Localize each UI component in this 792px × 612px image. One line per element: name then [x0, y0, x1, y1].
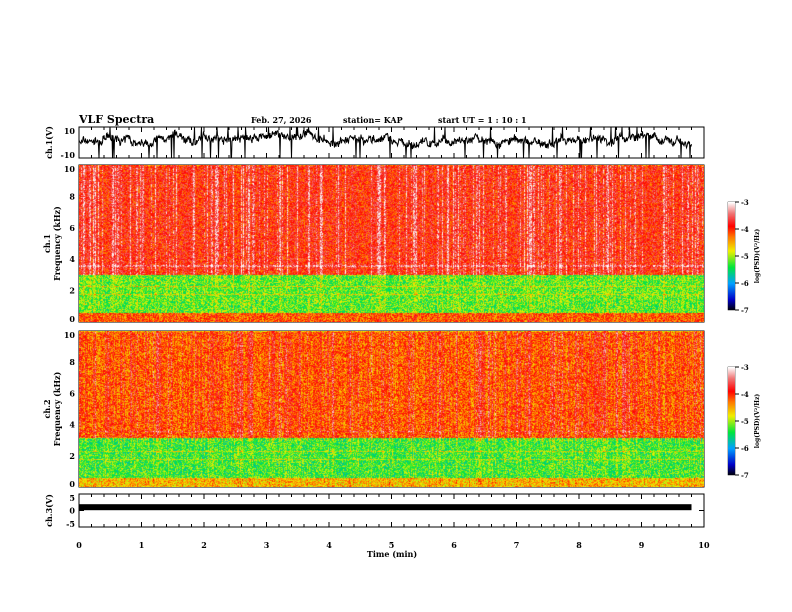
y-tick-label: 6	[69, 388, 75, 398]
y-tick-label: -10	[61, 150, 76, 160]
y-tick-label: -5	[66, 519, 75, 529]
colorbar-tick-label: -3	[741, 363, 749, 372]
y-axis-label-3: ch.2 Frequency (kHz)	[42, 371, 62, 446]
x-tick-label: 4	[326, 540, 332, 550]
y-tick-label: 10	[64, 330, 76, 340]
y-tick-label: 0	[69, 479, 75, 489]
x-tick-label: 9	[639, 540, 645, 550]
figure-title: VLF Spectra	[78, 113, 154, 126]
y-tick-label: 6	[69, 223, 75, 233]
x-tick-label: 5	[389, 540, 395, 550]
y-axis-label-2: ch.1 Frequency (kHz)	[42, 206, 62, 281]
y-tick-label: 4	[69, 420, 75, 430]
start-ut-label: start UT = 1 : 10 : 1	[438, 115, 527, 125]
y-tick-label: 0	[69, 314, 75, 324]
x-tick-label: 6	[451, 540, 457, 550]
ch1-colorbar	[728, 202, 735, 310]
y-axis-label-text: ch.1(V)	[44, 126, 54, 159]
y-tick-label: 2	[69, 451, 75, 461]
y-tick-label: 2	[69, 286, 75, 296]
x-tick-label: 10	[698, 540, 710, 550]
y-axis-label-text: Frequency (kHz)	[52, 371, 62, 446]
y-axis-label-text: ch.3(V)	[44, 494, 54, 527]
colorbar-tick-label: -4	[741, 390, 749, 399]
y-tick-label: 8	[69, 357, 75, 367]
y-tick-label: 10	[64, 164, 76, 174]
y-tick-label: 4	[69, 254, 75, 264]
colorbar-tick-label: -7	[741, 471, 749, 480]
x-tick-label: 8	[576, 540, 582, 550]
colorbar-tick-label: -6	[741, 279, 749, 288]
y-axis-label-4: ch.3(V)	[44, 494, 54, 527]
y-tick-label: 5	[69, 493, 75, 503]
x-tick-label: 2	[201, 540, 207, 550]
colorbar-tick-label: -7	[741, 306, 749, 315]
y-axis-label-text: ch.2	[42, 399, 52, 418]
x-tick-label: 0	[76, 540, 82, 550]
ch2-spectrogram	[79, 331, 704, 487]
colorbar-tick-label: -5	[741, 417, 749, 426]
colorbar-tick-label: -3	[741, 198, 749, 207]
ch1-spectrogram	[79, 165, 704, 322]
colorbar-tick-label: -5	[741, 252, 749, 261]
station-label: station= KAP	[343, 115, 403, 125]
y-tick-label: 10	[64, 126, 76, 136]
y-tick-label: 0	[69, 506, 75, 516]
x-tick-label: 3	[264, 540, 270, 550]
x-axis-label: Time (min)	[367, 549, 417, 559]
ch1-waveform-line	[78, 126, 692, 159]
y-tick-label: 8	[69, 191, 75, 201]
colorbar-label: log(PSD)(V²/Hz)	[754, 394, 761, 449]
y-axis-label-text: ch.1	[42, 234, 52, 253]
date-label: Feb. 27, 2026	[251, 115, 312, 125]
colorbar-tick-label: -4	[741, 225, 749, 234]
colorbar-label: log(PSD)(V²/Hz)	[754, 229, 761, 284]
ch2-colorbar	[728, 367, 735, 475]
y-axis-label-1: ch.1(V)	[44, 126, 54, 159]
x-tick-label: 7	[514, 540, 520, 550]
x-tick-label: 1	[139, 540, 145, 550]
colorbar-tick-label: -6	[741, 444, 749, 453]
ch3-waveform-line	[79, 504, 692, 511]
y-axis-label-text: Frequency (kHz)	[52, 206, 62, 281]
